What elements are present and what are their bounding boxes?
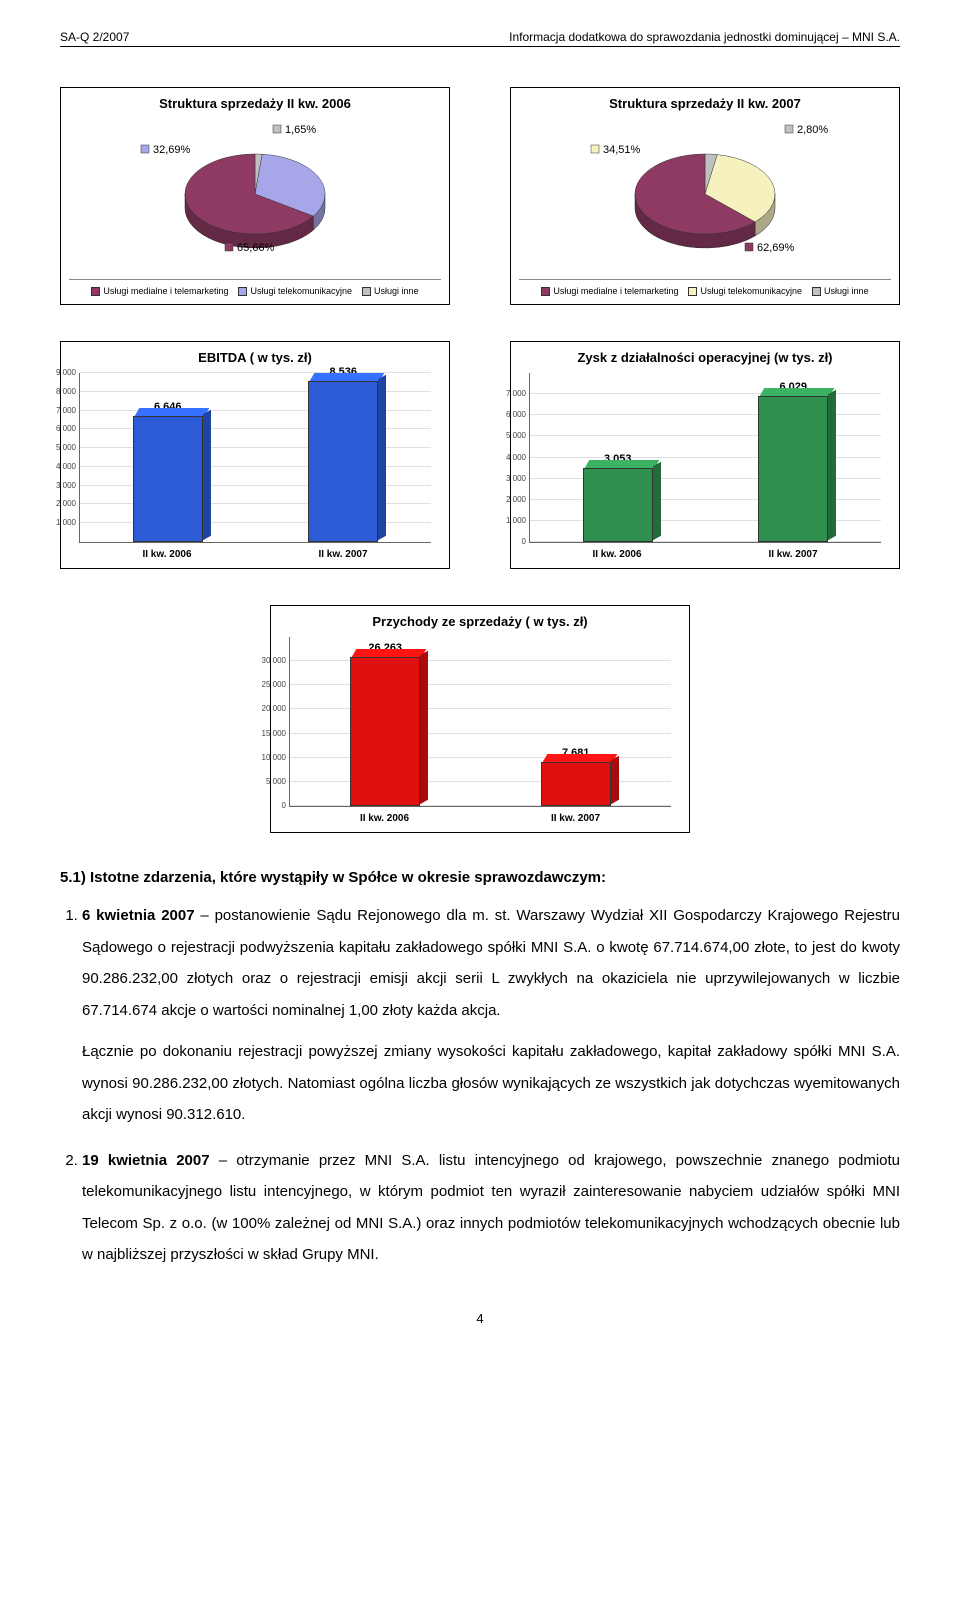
chart-title: Struktura sprzedaży II kw. 2006: [69, 96, 441, 111]
document-header: SA-Q 2/2007 Informacja dodatkowa do spra…: [60, 30, 900, 47]
svg-text:32,69%: 32,69%: [153, 144, 191, 156]
chart-title: Przychody ze sprzedaży ( w tys. zł): [279, 614, 681, 629]
legend-item: Usługi medialne i telemarketing: [541, 286, 678, 296]
svg-text:65,66%: 65,66%: [237, 242, 275, 254]
pie-svg-2007: 2,80% 34,51% 62,69%: [519, 119, 891, 269]
chart-title: EBITDA ( w tys. zł): [69, 350, 441, 365]
pie-chart-2007: Struktura sprzedaży II kw. 2007 2,80% 34,…: [510, 87, 900, 305]
event-list: 6 kwietnia 2007 – postanowienie Sądu Rej…: [60, 900, 900, 1271]
page-number: 4: [60, 1311, 900, 1326]
bar-chart-przychody: Przychody ze sprzedaży ( w tys. zł) 05 0…: [270, 605, 690, 833]
legend-item: Usługi telekomunikacyjne: [238, 286, 352, 296]
bar: 6 029: [741, 381, 846, 542]
header-right: Informacja dodatkowa do sprawozdania jed…: [509, 30, 900, 44]
bar: 26 263: [328, 642, 442, 806]
bar: 3 053: [565, 453, 670, 542]
pie-chart-2006: Struktura sprzedaży II kw. 2006 1,65% 32,…: [60, 87, 450, 305]
legend-item: Usługi medialne i telemarketing: [91, 286, 228, 296]
chart-title: Struktura sprzedaży II kw. 2007: [519, 96, 891, 111]
legend-item: Usługi telekomunikacyjne: [688, 286, 802, 296]
bar-chart-zysk: Zysk z działalności operacyjnej (w tys. …: [510, 341, 900, 569]
chart-title: Zysk z działalności operacyjnej (w tys. …: [519, 350, 891, 365]
svg-text:2,80%: 2,80%: [797, 124, 828, 136]
legend-2007: Usługi medialne i telemarketing Usługi te…: [519, 279, 891, 296]
svg-text:34,51%: 34,51%: [603, 144, 641, 156]
event-item: 6 kwietnia 2007 – postanowienie Sądu Rej…: [82, 900, 900, 1131]
svg-text:1,65%: 1,65%: [285, 124, 316, 136]
pie-svg-2006: 1,65% 32,69% 65,66%: [69, 119, 441, 269]
header-left: SA-Q 2/2007: [60, 30, 129, 44]
svg-text:62,69%: 62,69%: [757, 242, 795, 254]
legend-2006: Usługi medialne i telemarketing Usługi te…: [69, 279, 441, 296]
event-item: 19 kwietnia 2007 – otrzymanie przez MNI …: [82, 1145, 900, 1271]
legend-item: Usługi inne: [362, 286, 419, 296]
bar-chart-ebitda: EBITDA ( w tys. zł) 1 0002 0003 0004 000…: [60, 341, 450, 569]
bar: 6 646: [115, 401, 220, 542]
legend-item: Usługi inne: [812, 286, 869, 296]
bar: 7 681: [519, 747, 633, 806]
bar: 8 536: [291, 366, 396, 542]
section-heading: 5.1) Istotne zdarzenia, które wystąpiły …: [60, 869, 900, 886]
